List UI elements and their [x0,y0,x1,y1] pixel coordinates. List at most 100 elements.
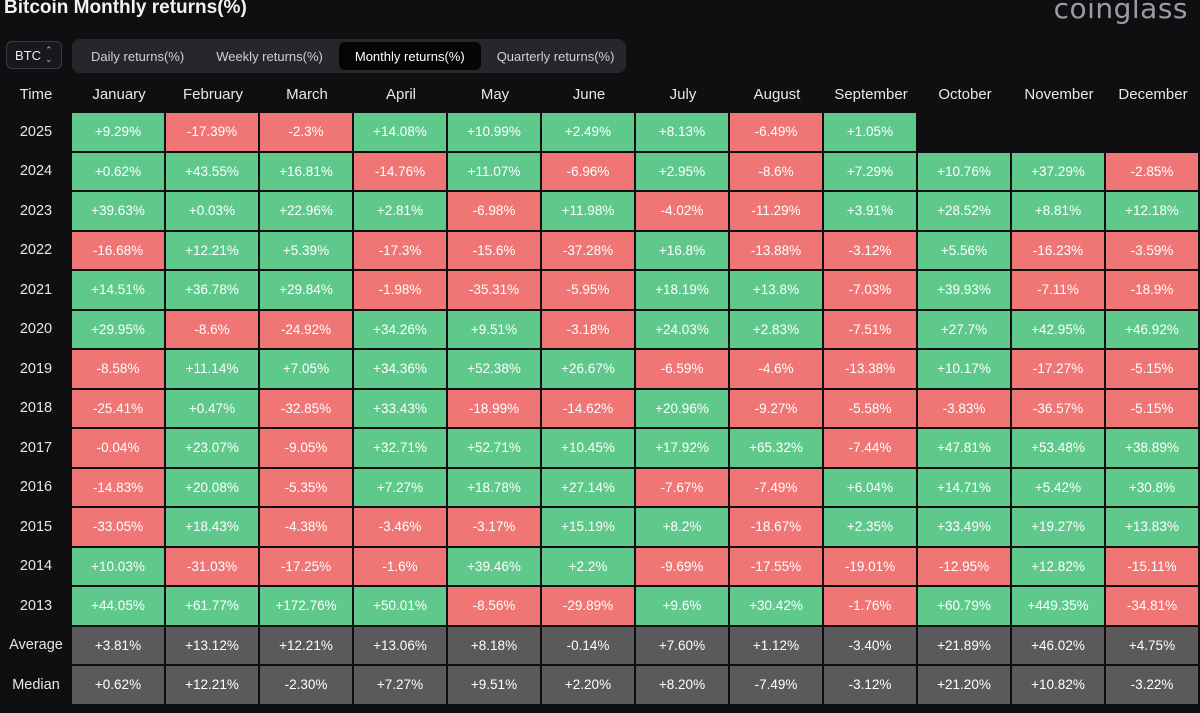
return-cell: +27.7% [918,310,1010,348]
return-cell: -0.14% [542,626,634,664]
tab-daily-returns[interactable]: Daily returns(%) [91,48,185,64]
return-cell: -33.05% [72,508,164,546]
return-cell: +5.39% [260,231,352,269]
return-cell: -1.6% [354,547,446,585]
return-cell: -18.67% [730,508,822,546]
return-cell: -8.6% [166,310,258,348]
return-cell: -1.76% [824,587,916,625]
return-cell: -1.98% [354,271,446,309]
table-row: 2017 -0.04% +23.07% -9.05% +32.71% +52.71% +10… [0,429,1200,467]
return-cell: +10.76% [918,152,1010,190]
return-cell: -3.46% [354,508,446,546]
return-cell: -2.85% [1106,152,1198,190]
return-cell: -14.76% [354,152,446,190]
return-cell: -5.15% [1106,389,1198,427]
column-header-january: January [92,85,146,103]
return-cell: -3.12% [824,666,916,704]
return-cell: -24.92% [260,310,352,348]
return-cell: +28.52% [918,192,1010,230]
table-row: 2015 -33.05% +18.43% -4.38% -3.46% -3.17% +15.… [0,508,1200,546]
brand-logo: coinglass [1053,0,1188,25]
table-row: 2022 -16.68% +12.21% +5.39% -17.3% -15.6% -37.… [0,231,1200,269]
return-cell: +2.95% [636,152,728,190]
return-cell: +30.42% [730,587,822,625]
return-cell: -6.96% [542,152,634,190]
return-cell: +14.51% [72,271,164,309]
return-cell: +30.8% [1106,468,1198,506]
table-header: Time January February March April May Ju… [0,76,1200,112]
tab-weekly-returns[interactable]: Weekly returns(%) [216,48,323,64]
return-cell: -32.85% [260,389,352,427]
return-cell: -7.11% [1012,271,1104,309]
return-cell: +7.27% [354,666,446,704]
coin-selector[interactable]: BTC ⌃ ⌄ [6,41,62,69]
return-cell: -37.28% [542,231,634,269]
table-row: 2024 +0.62% +43.55% +16.81% -14.76% +11.07% -6… [0,152,1200,190]
row-label: 2022 [19,242,53,259]
return-cell: -3.18% [542,310,634,348]
return-cell: +20.08% [166,468,258,506]
column-header-november: November [1024,85,1094,103]
return-cell: +43.55% [166,152,258,190]
return-cell: -3.12% [824,231,916,269]
tab-monthly-returns[interactable]: Monthly returns(%) [338,42,481,70]
return-cell: -12.95% [918,547,1010,585]
return-cell: -4.38% [260,508,352,546]
return-cell: +7.29% [824,152,916,190]
return-cell: +3.81% [72,626,164,664]
return-cell: +5.56% [918,231,1010,269]
return-cell: -2.3% [260,113,352,151]
return-cell: +29.95% [72,310,164,348]
return-cell: -8.56% [448,587,540,625]
return-cell [1106,113,1198,151]
return-cell: +52.38% [448,350,540,388]
return-cell: +16.81% [260,152,352,190]
return-cell: +44.05% [72,587,164,625]
tab-quarterly-returns[interactable]: Quarterly returns(%) [496,48,615,64]
column-header-june: June [572,85,606,103]
return-cell: +37.29% [1012,152,1104,190]
stat-row: Average +3.81% +13.12% +12.21% +13.06% +8.18%… [0,626,1200,664]
return-cell: -2.30% [260,666,352,704]
return-cell: -7.51% [824,310,916,348]
return-cell: +9.6% [636,587,728,625]
return-cell: +21.89% [918,626,1010,664]
return-cell: +10.45% [542,429,634,467]
return-cell: -15.6% [448,231,540,269]
return-cell: -17.39% [166,113,258,151]
return-cell: +11.98% [542,192,634,230]
return-cell: +14.71% [918,468,1010,506]
row-label: 2015 [19,518,53,535]
table-row: 2013 +44.05% +61.77% +172.76% +50.01% -8.56% -… [0,587,1200,625]
return-cell: +46.92% [1106,310,1198,348]
page-title: Bitcoin Monthly returns(%) [4,0,247,18]
returns-tabs: Daily returns(%) Weekly returns(%) Month… [72,39,626,73]
return-cell: +42.95% [1012,310,1104,348]
return-cell: +39.93% [918,271,1010,309]
return-cell: +1.05% [824,113,916,151]
return-cell: +9.51% [448,666,540,704]
row-label: Median [12,676,60,693]
return-cell: -4.6% [730,350,822,388]
return-cell: +13.8% [730,271,822,309]
return-cell: +8.13% [636,113,728,151]
return-cell: -18.99% [448,389,540,427]
return-cell: +2.2% [542,547,634,585]
row-label: 2021 [19,281,53,298]
column-header-time: Time [19,85,53,103]
return-cell: +7.05% [260,350,352,388]
return-cell: -7.44% [824,429,916,467]
return-cell: -7.49% [730,468,822,506]
return-cell: -3.22% [1106,666,1198,704]
return-cell: -5.95% [542,271,634,309]
return-cell: -31.03% [166,547,258,585]
return-cell: +449.35% [1012,587,1104,625]
return-cell: +0.03% [166,192,258,230]
return-cell: +24.03% [636,310,728,348]
return-cell: +12.21% [166,231,258,269]
return-cell: +0.62% [72,152,164,190]
return-cell: +12.82% [1012,547,1104,585]
return-cell: +36.78% [166,271,258,309]
return-cell: -17.3% [354,231,446,269]
return-cell: +8.20% [636,666,728,704]
